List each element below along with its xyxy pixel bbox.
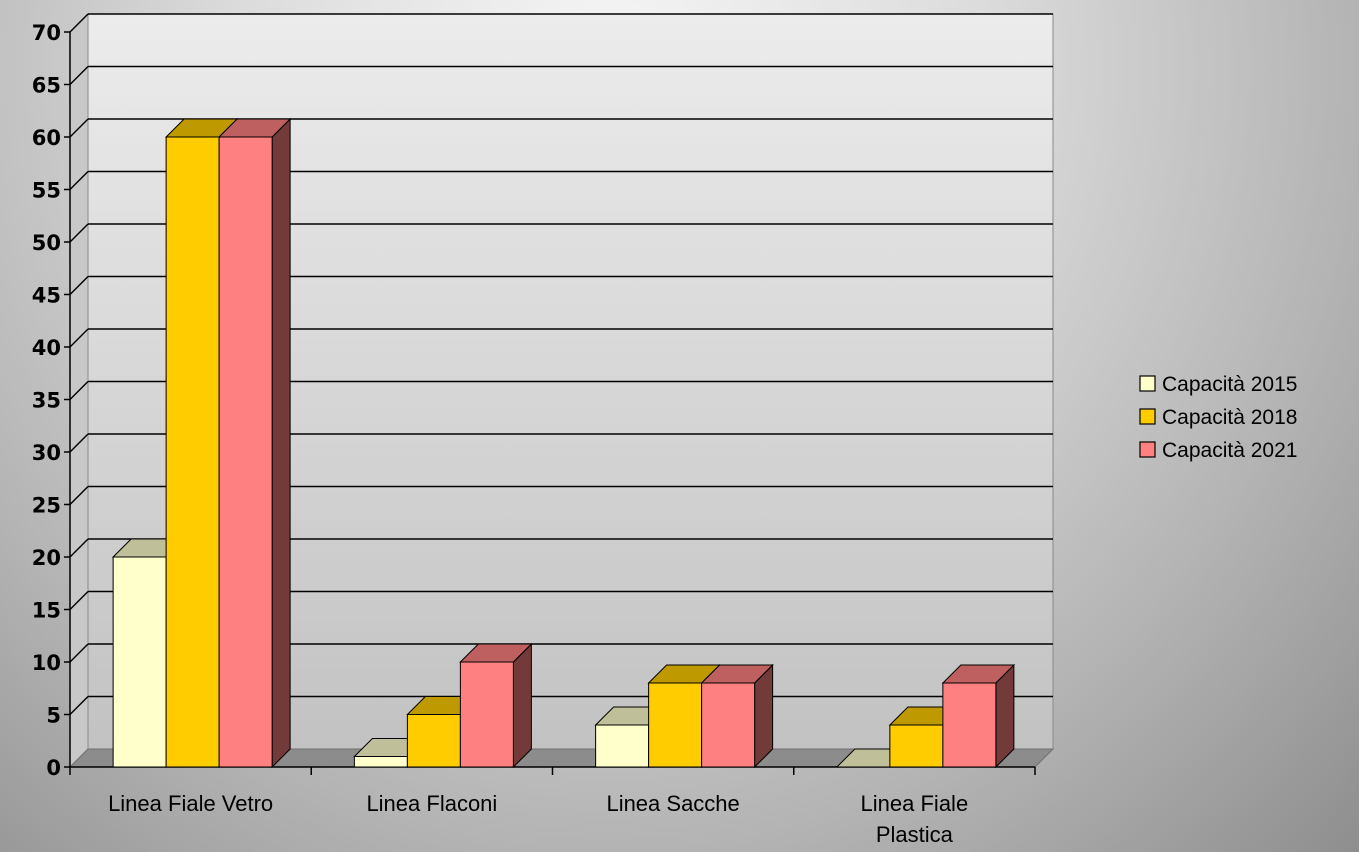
legend: Capacità 2015 Capacità 2018 Capacità 2021: [1139, 373, 1297, 462]
gridline-side: [69, 538, 89, 558]
gridline-side: [69, 66, 89, 85]
gridline-side: [69, 433, 89, 453]
y-tick-label: 15: [32, 599, 61, 623]
y-tick-label: 20: [32, 546, 61, 570]
y-tick-label: 5: [46, 704, 61, 728]
x-tick-label: Linea Fiale Vetro: [108, 791, 273, 816]
gridline-side: [69, 643, 89, 663]
bar: [459, 642, 533, 769]
legend-swatch: [1139, 408, 1156, 425]
legend-label: Capacità 2015: [1162, 373, 1297, 396]
gridline-side: [69, 591, 89, 610]
y-tick-label: 55: [32, 179, 61, 203]
y-tick-label: 35: [32, 389, 61, 413]
y-tick-label: 45: [32, 284, 61, 308]
y-tick-label: 70: [32, 21, 61, 45]
gridline-side: [69, 696, 89, 715]
bar: [217, 117, 292, 769]
x-axis-ticks: Linea Fiale Vetro Linea Flaconi Linea Sacc…: [108, 791, 968, 847]
legend-item: Capacità 2018: [1139, 406, 1297, 429]
bar: [941, 663, 1016, 769]
bar: [647, 663, 721, 769]
legend-item: Capacità 2021: [1139, 439, 1297, 462]
y-tick-label: 60: [32, 126, 61, 150]
legend-label: Capacità 2018: [1162, 406, 1297, 429]
gridline-side: [69, 486, 89, 505]
x-tick-label: Linea Sacche: [606, 791, 739, 816]
x-tick-label: Linea Fiale Plastica: [861, 791, 969, 847]
y-tick-label: 30: [32, 441, 61, 465]
gridline-side: [69, 171, 89, 190]
bars: [111, 117, 1016, 769]
gridline-side: [69, 223, 89, 243]
gridline-side: [69, 381, 89, 400]
x-tick-label: Linea Flaconi: [366, 791, 497, 816]
legend-item: Capacità 2015: [1139, 373, 1297, 396]
y-tick-label: 50: [32, 231, 61, 255]
gridline-side: [69, 13, 89, 33]
legend-swatch: [1139, 441, 1156, 458]
y-tick-label: 25: [32, 494, 61, 518]
gridline-side: [69, 118, 89, 138]
y-tick-label: 65: [32, 74, 61, 98]
gridline-side: [69, 328, 89, 348]
y-tick-label: 40: [32, 336, 61, 360]
legend-label: Capacità 2021: [1162, 439, 1297, 462]
bar: [700, 663, 774, 769]
y-axis-ticks: 0 5 10 15 20 25 30 35 40 45 50 55 60 65 70: [32, 21, 61, 780]
y-tick-label: 10: [32, 651, 61, 675]
gridline-side: [69, 276, 89, 295]
y-tick-label: 0: [46, 756, 61, 780]
legend-swatch: [1139, 375, 1156, 392]
